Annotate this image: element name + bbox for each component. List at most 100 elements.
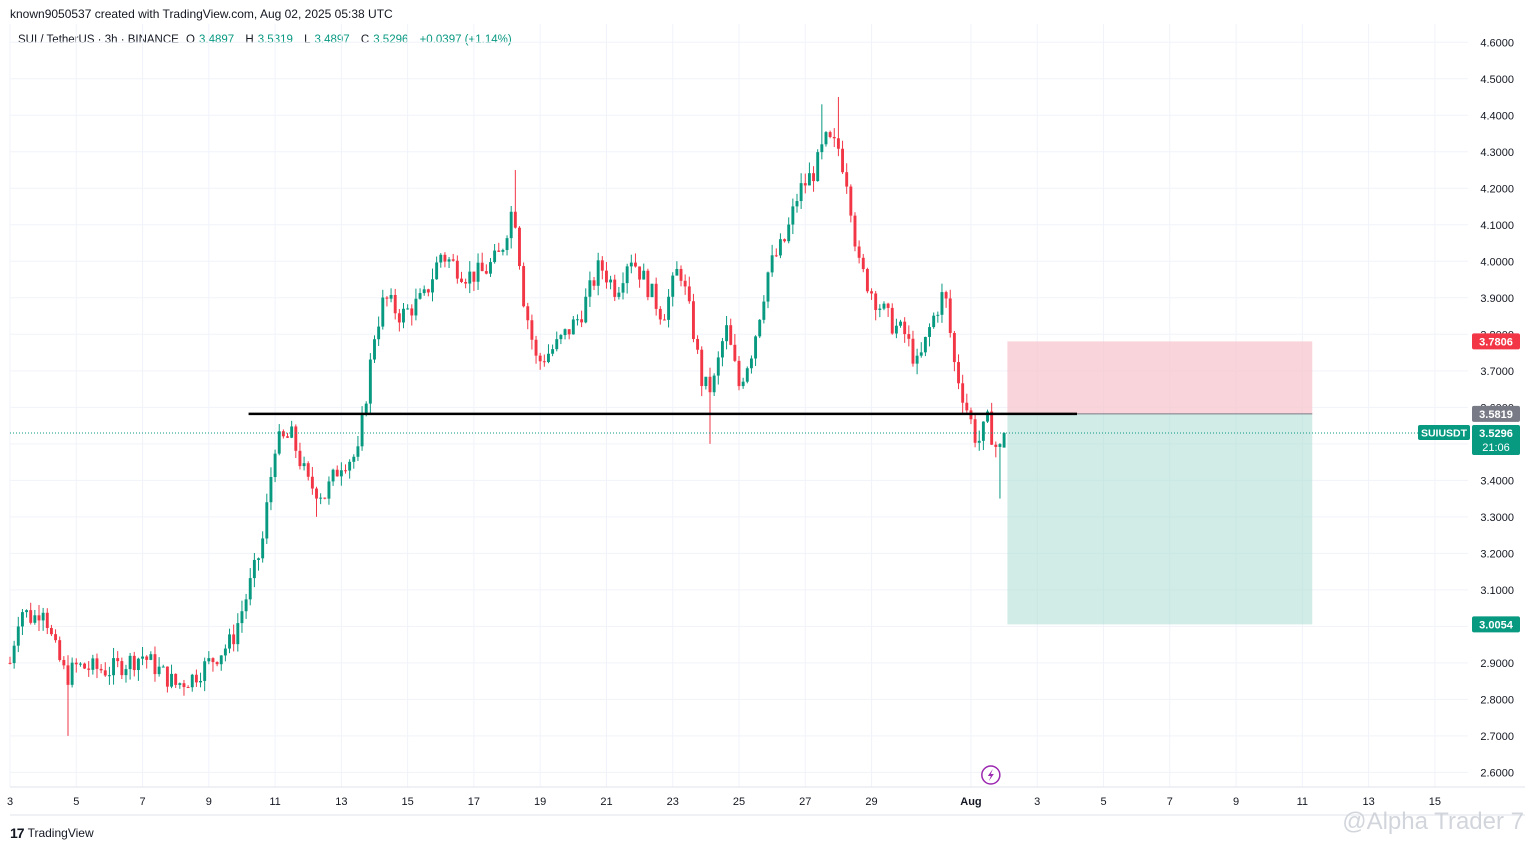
candle-body xyxy=(91,658,95,670)
candle-body xyxy=(803,183,807,186)
candle-body xyxy=(791,206,795,225)
candle-body xyxy=(435,262,439,280)
x-tick-label: 9 xyxy=(206,796,212,808)
candle-body xyxy=(737,360,741,387)
candle-body xyxy=(153,654,157,675)
candle-body xyxy=(199,680,202,683)
price-label-text: 3.7806 xyxy=(1479,336,1513,348)
ohlc-change: +0.0397 (+1.14%) xyxy=(419,34,512,46)
candle-body xyxy=(310,476,314,489)
candle-body xyxy=(352,456,356,462)
candle-body xyxy=(725,325,729,342)
candle-body xyxy=(443,254,447,262)
candle-body xyxy=(981,421,985,441)
candle-body xyxy=(903,321,907,335)
x-tick-label: 15 xyxy=(1429,796,1441,808)
candle-body xyxy=(886,303,890,308)
candle-body xyxy=(414,298,418,316)
candle-body xyxy=(998,444,1002,447)
candle-body xyxy=(228,634,231,649)
candle-body xyxy=(642,270,646,280)
candle-body xyxy=(882,303,886,309)
candle-body xyxy=(671,275,675,297)
candle-body xyxy=(617,292,621,297)
candle-body xyxy=(899,321,902,326)
candle-body xyxy=(397,313,401,323)
candle-body xyxy=(45,612,49,629)
candle-body xyxy=(679,268,683,281)
lightning-glyph-icon xyxy=(987,769,994,781)
candle-body xyxy=(720,341,724,358)
candle-body xyxy=(907,334,911,339)
candle-body xyxy=(766,272,770,302)
candle-body xyxy=(141,656,144,659)
x-tick-label: 27 xyxy=(799,796,811,808)
candle-body xyxy=(190,674,194,688)
candle-body xyxy=(12,645,16,664)
candle-body xyxy=(526,306,530,321)
candle-body xyxy=(460,278,463,282)
candle-body xyxy=(567,329,571,335)
y-tick-label: 4.2000 xyxy=(1480,183,1514,195)
candle-body xyxy=(331,469,335,482)
y-tick-label: 3.2000 xyxy=(1480,548,1514,560)
candle-body xyxy=(410,308,414,316)
price-label-box xyxy=(1472,616,1520,633)
candle-body xyxy=(530,320,534,340)
candle-body xyxy=(49,628,53,635)
candle-body xyxy=(402,308,405,323)
candle-body xyxy=(605,270,608,283)
x-tick-label: 21 xyxy=(600,796,612,808)
candle-body xyxy=(696,338,700,350)
candle-body xyxy=(62,660,66,666)
y-tick-label: 2.9000 xyxy=(1480,658,1514,670)
candle-body xyxy=(654,283,658,309)
tradingview-logo[interactable]: 17 TradingView xyxy=(10,825,94,841)
x-tick-label: 3 xyxy=(1034,796,1040,808)
candle-body xyxy=(795,201,799,207)
candle-body xyxy=(621,283,625,293)
candle-body xyxy=(828,132,832,137)
candle-body xyxy=(580,319,584,323)
y-tick-label: 2.7000 xyxy=(1480,731,1514,743)
candle-body xyxy=(211,658,215,663)
candle-body xyxy=(783,239,787,242)
candle-body xyxy=(957,362,960,384)
candle-body xyxy=(932,315,936,328)
x-tick-label: 15 xyxy=(402,796,414,808)
x-tick-label: 5 xyxy=(1100,796,1106,808)
symbol-line[interactable]: SUI / TetherUS · 3h · BINANCE xyxy=(18,34,179,46)
candle-body xyxy=(704,376,708,387)
candle-body xyxy=(145,656,149,660)
candle-body xyxy=(315,488,318,499)
candle-body xyxy=(426,289,430,293)
y-tick-label: 4.1000 xyxy=(1480,220,1514,232)
candle-body xyxy=(78,663,82,665)
candle-body xyxy=(302,463,306,467)
candle-body xyxy=(294,426,298,451)
candle-body xyxy=(745,368,749,382)
candle-body xyxy=(455,260,459,279)
candle-body xyxy=(493,250,497,263)
candle-body xyxy=(845,172,849,187)
x-tick-label: 11 xyxy=(269,796,280,808)
candle-body xyxy=(157,666,161,675)
price-label-text: 3.0054 xyxy=(1479,619,1514,631)
candle-body xyxy=(124,669,128,676)
candle-body xyxy=(244,599,248,612)
candle-body xyxy=(286,436,289,438)
candle-body xyxy=(215,662,219,665)
candle-body xyxy=(571,319,575,335)
candle-body xyxy=(849,186,853,216)
candle-body xyxy=(936,314,940,316)
candle-body xyxy=(952,332,956,363)
y-tick-label: 2.8000 xyxy=(1480,694,1514,706)
x-tick-label: 9 xyxy=(1233,796,1239,808)
candle-body xyxy=(178,683,182,685)
candle-body xyxy=(20,612,24,627)
candle-body xyxy=(820,144,824,153)
y-tick-label: 4.6000 xyxy=(1480,37,1514,49)
candle-body xyxy=(870,291,873,294)
candle-body xyxy=(977,440,981,443)
